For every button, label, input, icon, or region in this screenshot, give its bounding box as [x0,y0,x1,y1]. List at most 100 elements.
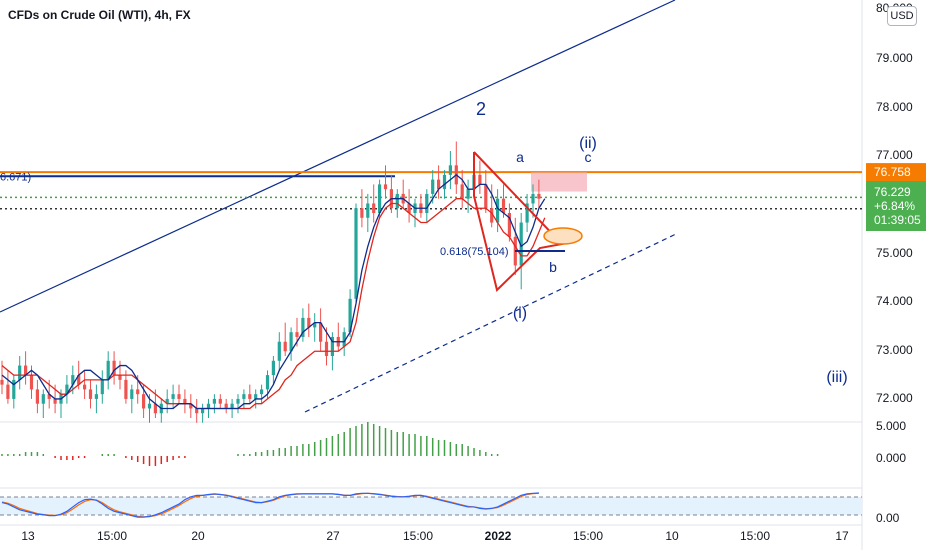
time-tick-label: 15:00 [740,529,770,543]
candle-body [324,341,329,357]
candle-body [218,398,222,404]
candle-body [6,384,10,399]
stoch-band [0,497,862,515]
candle-body [224,403,228,409]
candle-body [295,332,299,337]
price-tick-label: 77.000 [876,148,913,162]
wave-label-2: 2 [476,99,486,119]
candle-body [236,398,240,404]
candle-body [313,322,317,328]
candle-body [437,179,441,190]
candle-body [124,379,128,399]
time-tick-label: 15:00 [403,529,433,543]
candle-body [525,203,529,223]
fib-level-label: 0.618(75.104) [440,246,509,258]
candle-body [260,389,264,395]
candle-body [212,398,216,404]
indicator-tick-label: 0.000 [876,451,906,465]
candle-body [47,394,51,399]
candle-body [35,389,39,404]
candle-body [289,332,293,352]
wave-label-iii: (iii) [826,369,847,386]
candle-body [484,184,488,209]
candle-body [265,375,270,390]
time-tick-label: 20 [191,529,205,543]
candle-body [448,165,452,175]
candle-body [425,193,429,213]
indicator-tick-label: 0.00 [876,511,900,525]
candle-body [189,403,193,409]
candle-body [100,379,104,395]
candle-body [118,375,122,380]
candle-body [0,379,4,385]
time-tick-label: 17 [835,529,849,543]
target-ellipse [543,227,583,245]
candle-body [330,336,334,357]
candle-body [431,179,435,194]
candles [0,141,541,423]
candle-body [478,174,482,185]
candle-body [83,384,87,390]
last-price-change: +6.84% [874,199,915,213]
time-axis: 13 15:00 20 27 15:00 2022 15:00 10 15:00 17 [0,524,862,543]
candle-body [490,208,494,223]
time-tick-label: 13 [21,529,35,543]
candle-body [307,317,311,328]
price-tick-label: 79.000 [876,51,913,65]
candle-body [177,394,181,399]
price-tick-label: 73.000 [876,343,913,357]
wave-label-ii: (ii) [579,135,597,152]
wave-label-b: b [549,259,557,275]
indicator-stochastic [0,492,862,518]
candle-body [466,189,470,199]
candle-body [460,184,464,199]
candle-body [501,198,506,213]
candle-body [354,208,358,299]
candle-body [106,360,110,380]
candle-body [342,332,346,347]
price-axis: 72.000 73.000 74.000 75.000 77.000 78.000 79.0… [866,1,926,525]
wave-label-c: c [585,149,592,165]
candle-body [183,398,187,404]
candle-body [496,198,500,223]
time-tick-label: 15:00 [573,529,603,543]
target-zone [531,172,587,192]
candle-body [366,203,370,218]
price-tick-label: 75.000 [876,246,913,260]
time-tick-label: 27 [326,529,340,543]
resistance-price-badge [866,163,926,182]
candle-body [201,408,205,414]
candle-body [41,394,45,404]
indicator-histogram [1,422,499,466]
candle-body [271,360,275,376]
correction-channel [473,151,565,292]
trend-line-upper [0,0,676,313]
candle-body [142,394,146,409]
candle-body [71,375,75,385]
candle-body [537,193,541,199]
time-tick-label: 15:00 [97,529,127,543]
candle-body [507,213,511,237]
candle-body [230,403,234,409]
candle-body [277,341,281,361]
candle-body [206,403,211,409]
candle-body [407,203,411,213]
candle-body [53,398,57,404]
candle-body [395,193,399,209]
last-price-value: 76.229 [874,185,911,199]
chart-title: CFDs on Crude Oil (WTI), 4h, FX [8,8,191,22]
candle-body [531,193,535,204]
wave-label-a: a [516,149,524,165]
candle-body [360,208,364,218]
resistance-price-label: 76.758 [874,165,911,179]
candle-body [301,317,305,337]
grid [0,0,863,550]
candle-body [319,322,323,342]
candle-body [136,389,140,395]
currency-badge[interactable]: USD [887,6,917,26]
candle-body [130,389,134,399]
price-tick-label: 74.000 [876,294,913,308]
indicator-tick-label: 5.000 [876,419,906,433]
